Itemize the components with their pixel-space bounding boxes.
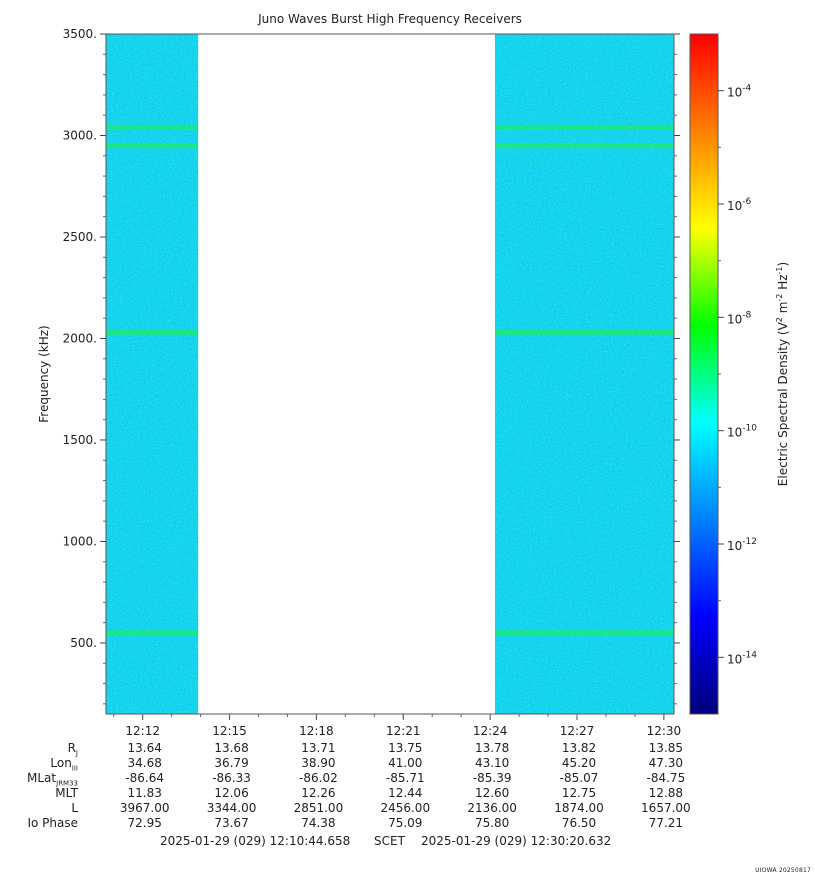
ephemeris-row-label: Io Phase <box>27 816 78 830</box>
colorbar-tick-label: 10-12 <box>727 537 757 553</box>
ephemeris-row-label: LonIII <box>50 756 78 773</box>
x-tick-label: 12:24 <box>473 724 508 738</box>
ephemeris-value: 2136.00 <box>467 801 517 815</box>
ephemeris-value: 45.20 <box>561 756 597 770</box>
emission-line <box>106 143 199 149</box>
ephemeris-value: -84.75 <box>646 771 686 785</box>
ephemeris-value: 2851.00 <box>293 801 344 815</box>
ephemeris-value: 13.85 <box>648 741 684 755</box>
ephemeris-value: -86.64 <box>125 771 165 785</box>
colorbar-tick-label: 10-4 <box>727 84 752 100</box>
ephemeris-row-label: RJ <box>67 741 78 758</box>
emission-line <box>106 329 199 335</box>
ephemeris-value: 77.21 <box>648 816 684 830</box>
ephemeris-value: 73.67 <box>214 816 249 830</box>
ephemeris-value: -85.39 <box>472 771 512 785</box>
colorbar-tick-label: 10-6 <box>727 197 752 213</box>
colorbar <box>689 33 719 715</box>
emission-line <box>494 329 674 335</box>
emission-line <box>106 124 199 130</box>
spectrogram-data <box>106 34 674 714</box>
ephemeris-value: 12.06 <box>214 786 249 800</box>
x-tick-label: 12:21 <box>386 724 421 738</box>
ephemeris-value: 13.64 <box>127 741 162 755</box>
y-tick-label: 2500. <box>63 230 97 244</box>
y-tick-label: 3000. <box>63 128 97 142</box>
ephemeris-value: 11.83 <box>127 786 162 800</box>
y-axis-label: Frequency (kHz) <box>37 325 51 422</box>
ephemeris-row-label: L <box>71 801 78 815</box>
ephemeris-value: 3344.00 <box>206 801 257 815</box>
ephemeris-value: 1874.00 <box>554 801 604 815</box>
ephemeris-value: 3967.00 <box>119 801 170 815</box>
emission-line <box>494 143 674 149</box>
x-tick-label: 12:15 <box>212 724 247 738</box>
ephemeris-row-label: MLT <box>55 786 78 800</box>
chart-title: Juno Waves Burst High Frequency Receiver… <box>258 12 522 26</box>
colorbar-tick-label: 10-10 <box>727 424 757 440</box>
credit-text: UIOWA 20250817 <box>755 867 811 874</box>
plot-frame <box>105 33 675 715</box>
y-tick-label: 2000. <box>63 331 97 345</box>
x-tick-label: 12:27 <box>560 724 595 738</box>
ephemeris-value: 12.44 <box>388 786 423 800</box>
y-tick-label: 500. <box>70 636 97 650</box>
y-tick-label: 3500. <box>63 27 97 41</box>
ephemeris-value: 74.38 <box>301 816 336 830</box>
scet-label: SCET <box>374 834 405 848</box>
y-tick-label: 1000. <box>63 534 97 548</box>
ephemeris-value: 2456.00 <box>380 801 431 815</box>
ephemeris-value: 76.50 <box>561 816 597 830</box>
colorbar-axis: 10-4 10-6 10-8 10-10 10-12 10-14 <box>718 84 757 666</box>
ephemeris-value: 12.26 <box>301 786 336 800</box>
segment-noise-bright <box>494 34 674 714</box>
ephemeris-value: -86.02 <box>299 771 338 785</box>
x-axis: 12:12 12:15 12:18 12:21 12:24 12:27 12:30 <box>113 714 682 738</box>
ephemeris-value: 72.95 <box>127 816 162 830</box>
ephemeris-value: 47.30 <box>648 756 684 770</box>
ephemeris-value: 34.68 <box>127 756 162 770</box>
x-tick-label: 12:30 <box>647 724 682 738</box>
ephemeris-value: 13.75 <box>388 741 423 755</box>
scet-start: 2025-01-29 (029) 12:10:44.658 <box>160 834 351 848</box>
x-tick-label: 12:12 <box>125 724 160 738</box>
ephemeris-value: 13.78 <box>474 741 510 755</box>
ephemeris-value: 1657.00 <box>641 801 691 815</box>
ephemeris-value: 12.75 <box>561 786 597 800</box>
ephemeris-value: 12.60 <box>474 786 510 800</box>
emission-line <box>494 124 674 130</box>
ephemeris-value: 75.80 <box>474 816 510 830</box>
ephemeris-value: 38.90 <box>301 756 336 770</box>
ephemeris-value: -85.07 <box>559 771 599 785</box>
ephemeris-value: 43.10 <box>474 756 510 770</box>
ephemeris-value: 36.79 <box>214 756 249 770</box>
segment-noise-bright <box>106 34 199 714</box>
emission-line <box>106 630 199 636</box>
y-tick-label: 1500. <box>63 433 97 447</box>
x-tick-label: 12:18 <box>299 724 334 738</box>
ephemeris-value: -85.71 <box>385 771 425 785</box>
colorbar-tick-label: 10-14 <box>727 650 757 666</box>
ephemeris-value: 13.68 <box>214 741 249 755</box>
ephemeris-value: 41.00 <box>388 756 423 770</box>
ephemeris-value: 75.09 <box>388 816 423 830</box>
colorbar-tick-label: 10-8 <box>727 310 752 326</box>
emission-lines <box>106 124 674 636</box>
ephemeris-value: 13.71 <box>301 741 336 755</box>
y-axis: 500. 1000. 1500. 2000. 2500. 3000. 3500. <box>63 27 680 705</box>
ephemeris-value: 13.82 <box>561 741 597 755</box>
emission-line <box>494 630 674 636</box>
colorbar-label: Electric Spectral Density (V2 m-2 Hz-1) <box>775 262 790 486</box>
ephemeris-value: 12.88 <box>648 786 684 800</box>
scet-end: 2025-01-29 (029) 12:30:20.632 <box>421 834 612 848</box>
ephemeris-row-label: MLatJRM33 <box>27 771 78 788</box>
ephemeris-value: -86.33 <box>212 771 251 785</box>
